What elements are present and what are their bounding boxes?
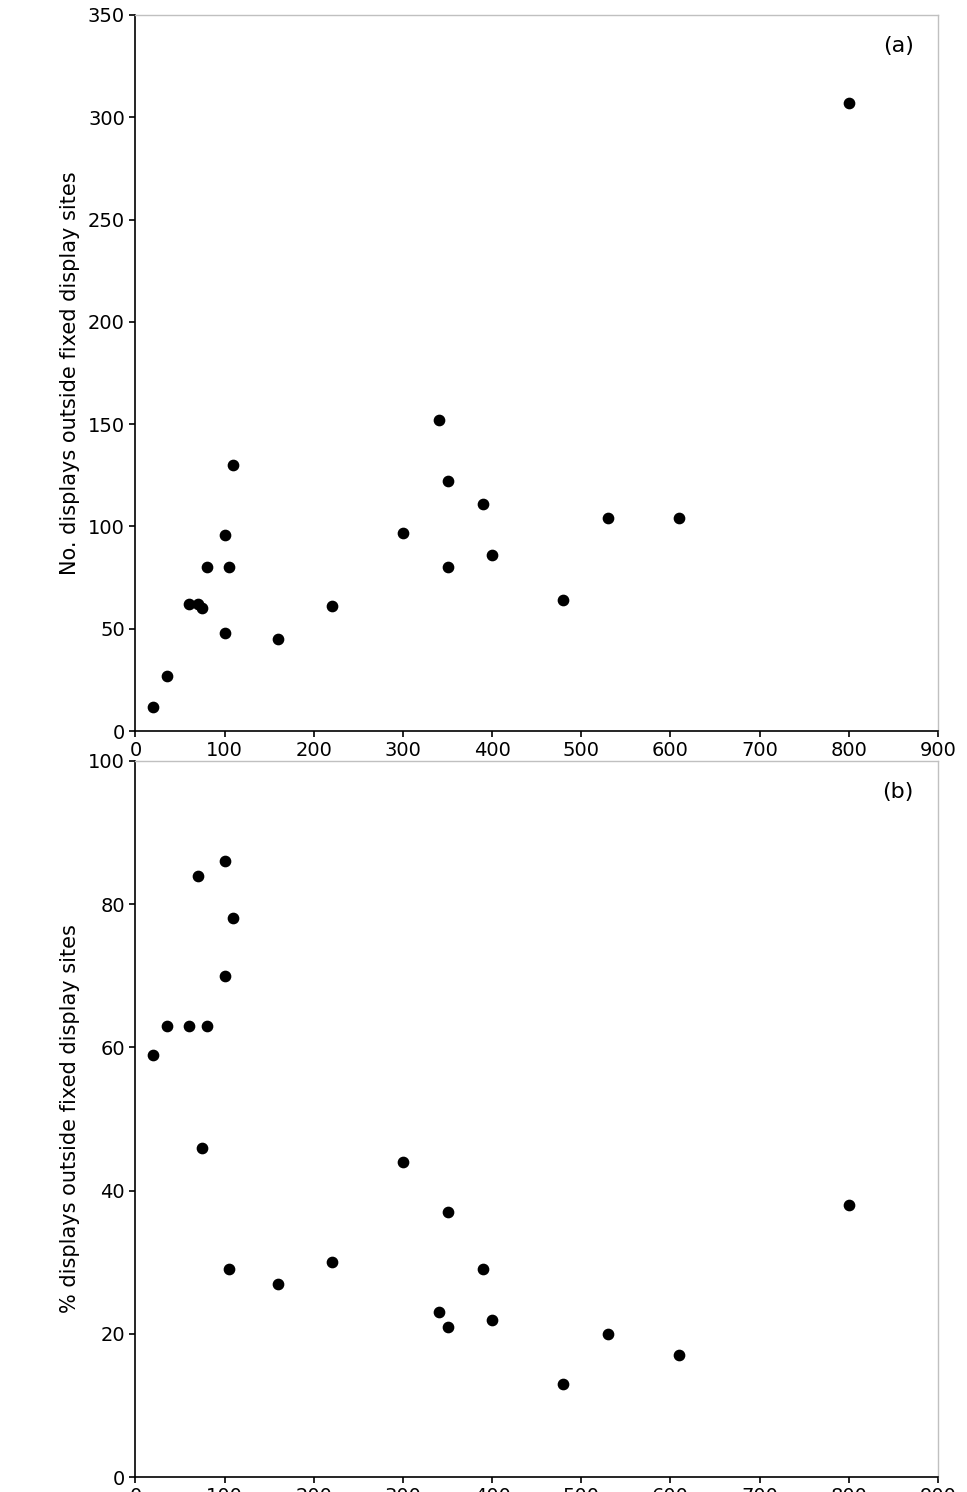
Point	[199, 555, 215, 579]
Point	[221, 555, 237, 579]
Point	[324, 1250, 339, 1274]
Point	[225, 907, 241, 931]
Point	[440, 1314, 455, 1338]
Point	[396, 521, 411, 545]
Point	[145, 695, 161, 719]
Point	[484, 1307, 500, 1331]
Point	[199, 1015, 215, 1038]
Point	[396, 1150, 411, 1174]
Point	[440, 555, 455, 579]
Point	[159, 664, 174, 688]
Point	[225, 454, 241, 477]
Y-axis label: % displays outside fixed display sites: % displays outside fixed display sites	[60, 925, 79, 1313]
Point	[476, 1258, 491, 1282]
Point	[217, 621, 232, 645]
Point	[271, 1271, 286, 1295]
Point	[190, 864, 206, 888]
Point	[556, 1373, 571, 1397]
Point	[217, 849, 232, 873]
Point	[431, 1301, 447, 1325]
Point	[217, 964, 232, 988]
Point	[145, 1043, 161, 1067]
Point	[221, 1258, 237, 1282]
Point	[271, 627, 286, 651]
Point	[194, 1135, 210, 1159]
Text: (a): (a)	[883, 36, 914, 57]
Point	[484, 543, 500, 567]
Point	[601, 1322, 616, 1346]
Point	[672, 1343, 688, 1367]
Point	[440, 470, 455, 494]
Text: (b): (b)	[883, 782, 914, 803]
Point	[324, 594, 339, 618]
Point	[476, 492, 491, 516]
Point	[672, 506, 688, 530]
Y-axis label: No. displays outside fixed display sites: No. displays outside fixed display sites	[60, 172, 79, 574]
Point	[181, 1015, 196, 1038]
Point	[181, 592, 196, 616]
Point	[194, 597, 210, 621]
Point	[556, 588, 571, 612]
Point	[159, 1015, 174, 1038]
Point	[190, 592, 206, 616]
Point	[841, 91, 857, 115]
Point	[601, 506, 616, 530]
Point	[841, 1194, 857, 1217]
Point	[431, 409, 447, 433]
Point	[217, 522, 232, 546]
Point	[440, 1200, 455, 1223]
